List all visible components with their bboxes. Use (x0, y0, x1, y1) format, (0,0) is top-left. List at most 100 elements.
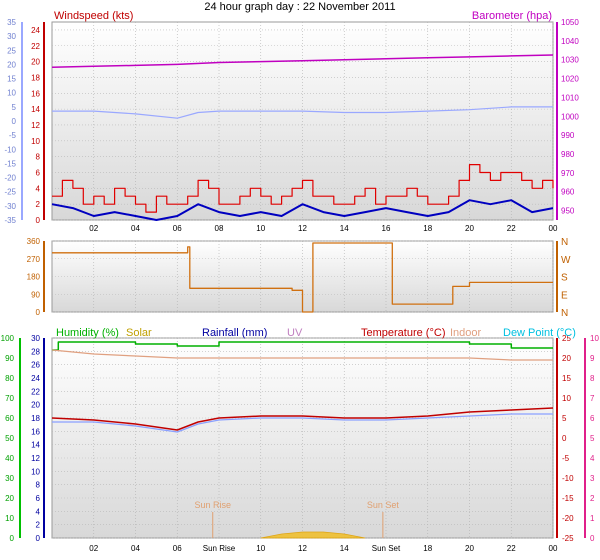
compass-tick-label: N (561, 308, 568, 319)
uv-tick-label: 2 (590, 494, 595, 503)
rainfall-tick-label: 28 (31, 347, 40, 356)
barometer-tick-label: 950 (561, 207, 575, 216)
x-tick-label: 20 (465, 224, 474, 233)
direction-tick-label: 270 (27, 255, 41, 264)
windspeed-tick-label: 8 (36, 153, 41, 162)
legend-4: UV (287, 327, 303, 339)
rainfall-tick-label: 12 (31, 454, 40, 463)
windspeed-tick-label: 14 (31, 105, 40, 114)
x-tick-label: 20 (465, 544, 474, 553)
outer-left-tick-label: 25 (7, 46, 16, 55)
barometer-tick-label: 1030 (561, 56, 579, 65)
barometer-tick-label: 1010 (561, 93, 579, 102)
x-tick-label: 16 (382, 224, 391, 233)
windspeed-axis-title: Windspeed (kts) (54, 10, 133, 22)
windspeed-tick-label: 4 (36, 184, 41, 193)
dewpoint-line (52, 413, 553, 433)
humidity-tick-label: 80 (5, 374, 14, 383)
barometer-tick-label: 1000 (561, 112, 579, 121)
temperature-tick-label: 10 (562, 394, 571, 403)
temperature-line (51, 407, 554, 431)
x-tick-label: 00 (549, 224, 558, 233)
barometer-line (51, 54, 554, 69)
humidity-tick-label: 0 (10, 534, 15, 543)
outer-left-tick-label: 0 (12, 117, 17, 126)
x-tick-label: 22 (507, 224, 516, 233)
outer-left-tick-label: 35 (7, 18, 16, 27)
rainfall-tick-label: 24 (31, 374, 40, 383)
rainfall-tick-label: 26 (31, 361, 40, 370)
rainfall-tick-label: 22 (31, 387, 40, 396)
rainfall-tick-label: 30 (31, 334, 40, 343)
x-tick-label: 12 (298, 224, 307, 233)
rainfall-tick-label: 8 (36, 481, 41, 490)
uv-tick-label: 3 (590, 474, 595, 483)
windspeed-tick-label: 16 (31, 89, 40, 98)
windspeed-tick-label: 22 (31, 42, 40, 51)
x-tick-label: 02 (89, 224, 98, 233)
windspeed-tick-label: 20 (31, 58, 40, 67)
barometer-tick-label: 1040 (561, 37, 579, 46)
windspeed-tick-label: 24 (31, 26, 40, 35)
windspeed-tick-label: 12 (31, 121, 40, 130)
outer-left-tick-label: 30 (7, 32, 16, 41)
uv-tick-label: 5 (590, 434, 595, 443)
uv-tick-label: 6 (590, 414, 595, 423)
outer-left-tick-label: -15 (4, 159, 16, 168)
outer-left-tick-label: 15 (7, 75, 16, 84)
temperature-tick-label: 20 (562, 354, 571, 363)
direction-tick-label: 0 (36, 308, 41, 317)
humidity-tick-label: 50 (5, 434, 14, 443)
x-tick-label: 12 (298, 544, 307, 553)
uv-tick-label: 10 (590, 334, 599, 343)
x-tick-label: 02 (89, 544, 98, 553)
humidity-tick-label: 70 (5, 394, 14, 403)
windspeed-gust-line (52, 164, 554, 213)
barometer-tick-label: 1020 (561, 75, 579, 84)
uv-tick-label: 4 (590, 454, 595, 463)
legend-2: Solar (126, 327, 152, 339)
uv-tick-label: 1 (590, 514, 595, 523)
temperature-tick-label: 25 (562, 334, 571, 343)
compass-tick-label: N (561, 237, 568, 248)
humidity-tick-label: 40 (5, 454, 14, 463)
barometer-axis-title: Barometer (hpa) (472, 10, 552, 22)
outer-left-tick-label: -20 (4, 174, 16, 183)
x-tick-label: Sun Rise (203, 544, 236, 553)
direction-tick-label: 360 (27, 237, 41, 246)
outer-left-tick-label: 5 (12, 103, 17, 112)
x-tick-label: 14 (340, 224, 349, 233)
legend-6: Indoor (450, 327, 482, 339)
humidity-tick-label: 30 (5, 474, 14, 483)
humidity-line (52, 341, 553, 351)
x-tick-label: 04 (131, 224, 140, 233)
outer-left-tick-label: 20 (7, 60, 16, 69)
x-tick-label: Sun Set (372, 544, 401, 553)
humidity-tick-label: 90 (5, 354, 14, 363)
barometer-tick-label: 970 (561, 169, 575, 178)
windspeed-tick-label: 0 (36, 216, 41, 225)
temperature-tick-label: 15 (562, 374, 571, 383)
outer-left-tick-label: -10 (4, 145, 16, 154)
barometer-tick-label: 980 (561, 150, 575, 159)
sun-marker-label: Sun Set (367, 500, 400, 510)
barometer-tick-label: 990 (561, 131, 575, 140)
outer-left-tick-label: -30 (4, 202, 16, 211)
outer-left-tick-label: 10 (7, 89, 16, 98)
sun-marker-label: Sun Rise (194, 500, 231, 510)
barometer-tick-label: 960 (561, 188, 575, 197)
legend-7: Dew Point (°C) (503, 327, 576, 339)
compass-tick-label: S (561, 273, 568, 284)
uv-tick-label: 0 (590, 534, 595, 543)
temperature-tick-label: -25 (562, 534, 574, 543)
windspeed-tick-label: 18 (31, 73, 40, 82)
rainfall-tick-label: 16 (31, 427, 40, 436)
uv-tick-label: 8 (590, 374, 595, 383)
x-tick-label: 18 (423, 224, 432, 233)
rainfall-tick-label: 14 (31, 441, 40, 450)
solar-area (260, 531, 366, 539)
temperature-tick-label: 5 (562, 414, 567, 423)
uv-tick-label: 7 (590, 394, 595, 403)
